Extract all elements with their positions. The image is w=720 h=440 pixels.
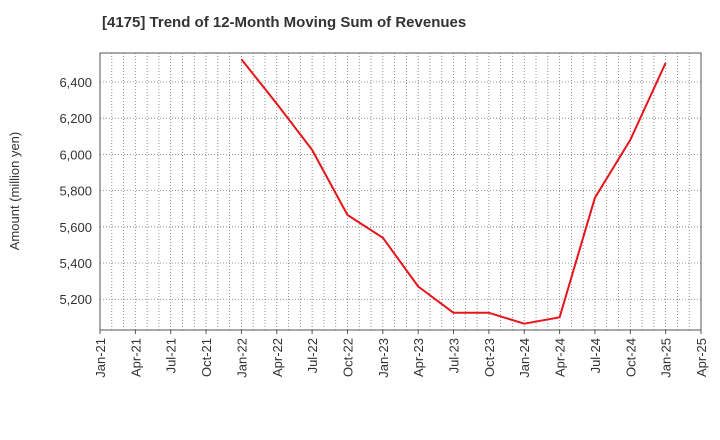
plot-area bbox=[100, 53, 701, 330]
x-tick-label: Oct-22 bbox=[340, 338, 355, 377]
y-tick-label: 5,400 bbox=[59, 256, 92, 271]
x-axis: Jan-21 Apr-21 Jul-21 Oct-21 Jan-22 Apr-22 Jul-… bbox=[93, 330, 709, 378]
y-tick-label: 5,800 bbox=[59, 184, 92, 199]
x-tick-label: Jul-21 bbox=[164, 338, 179, 373]
x-tick-label: Apr-22 bbox=[270, 338, 285, 377]
x-tick-label: Oct-24 bbox=[623, 338, 638, 377]
x-tick-label: Apr-23 bbox=[411, 338, 426, 377]
series-layer bbox=[240, 58, 667, 325]
x-tick-label: Jul-24 bbox=[588, 338, 603, 373]
y-tick-label: 6,400 bbox=[59, 75, 92, 90]
y-axis-title: Amount (million yen) bbox=[7, 132, 22, 251]
x-tick-label: Jan-25 bbox=[659, 338, 674, 378]
grid bbox=[100, 53, 701, 330]
y-tick-label: 6,000 bbox=[59, 147, 92, 162]
x-tick-label: Jan-23 bbox=[376, 338, 391, 378]
series-line bbox=[240, 58, 667, 325]
x-tick-label: Jan-24 bbox=[517, 338, 532, 378]
x-tick-label: Apr-25 bbox=[694, 338, 709, 377]
y-tick-label: 6,200 bbox=[59, 111, 92, 126]
chart-title: [4175] Trend of 12-Month Moving Sum of R… bbox=[102, 14, 467, 31]
x-tick-label: Jul-22 bbox=[305, 338, 320, 373]
x-tick-label: Apr-21 bbox=[128, 338, 143, 377]
x-tick-label: Jul-23 bbox=[447, 338, 462, 373]
plot-border bbox=[99, 52, 702, 331]
x-tick-label: Jan-22 bbox=[234, 338, 249, 378]
x-tick-label: Apr-24 bbox=[553, 338, 568, 377]
x-tick-label: Oct-23 bbox=[482, 338, 497, 377]
x-tick-label: Oct-21 bbox=[199, 338, 214, 377]
y-axis: 5,200 5,400 5,600 5,800 6,000 6,200 6,400 bbox=[59, 75, 92, 307]
x-tick-label: Jan-21 bbox=[93, 338, 108, 378]
y-tick-label: 5,200 bbox=[59, 292, 92, 307]
y-tick-label: 5,600 bbox=[59, 220, 92, 235]
